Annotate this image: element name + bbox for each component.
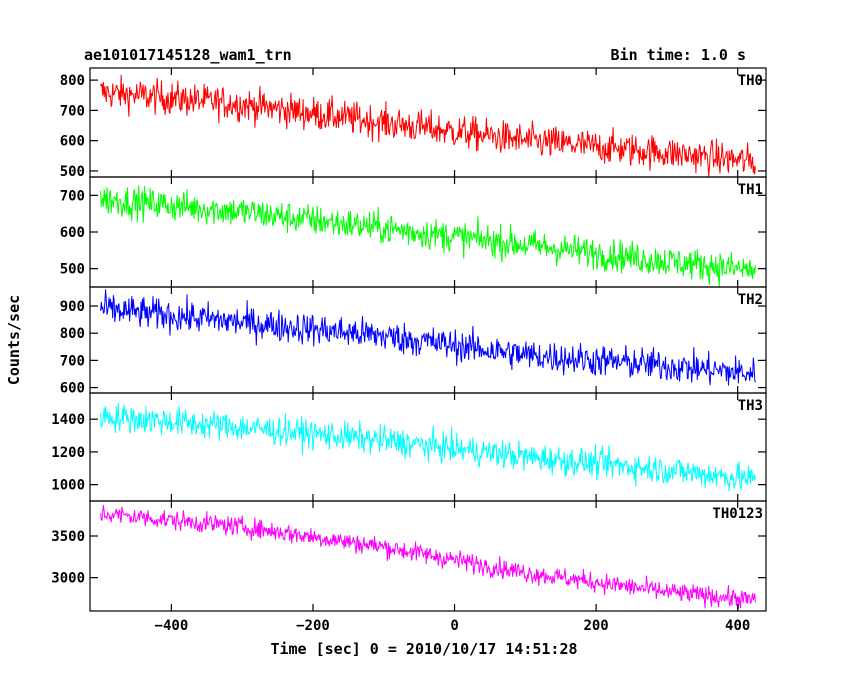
y-tick-label-th2: 700 — [60, 353, 85, 369]
panels-group: 500 600 700 800 TH0 500 600 700 TH1 600 700 800 900 T… — [51, 67, 767, 634]
y-tick-label-th0123: 3000 — [51, 571, 85, 587]
y-tick-label-th1: 700 — [60, 188, 85, 204]
x-tick-label: 200 — [583, 618, 608, 634]
series-line-th2 — [100, 289, 756, 386]
panel-label-th2: TH2 — [738, 292, 763, 308]
y-tick-label-th1: 500 — [60, 262, 85, 278]
panel-frame-th3 — [89, 392, 767, 502]
y-tick-label-th3: 1200 — [51, 445, 85, 461]
panel-label-th1: TH1 — [738, 182, 763, 198]
y-tick-label-th2: 900 — [60, 299, 85, 315]
y-tick-label-th2: 800 — [60, 326, 85, 342]
y-tick-label-th0: 700 — [60, 103, 85, 119]
chart-title: ae101017145128_wam1_trn — [84, 46, 292, 64]
y-tick-label-th0123: 3500 — [51, 529, 85, 545]
y-axis-label: Counts/sec — [5, 295, 23, 385]
series-line-th0123 — [100, 505, 756, 610]
y-tick-label-th0: 800 — [60, 73, 85, 89]
x-axis-label: Time [sec] 0 = 2010/10/17 14:51:28 — [270, 640, 577, 658]
panel-label-th0123: TH0123 — [712, 506, 763, 522]
x-tick-label: 400 — [725, 618, 750, 634]
y-tick-label-th3: 1400 — [51, 412, 85, 428]
series-line-th3 — [100, 402, 756, 492]
y-tick-label-th0: 600 — [60, 134, 85, 150]
bin-time-label: Bin time: 1.0 s — [611, 46, 746, 64]
y-tick-label-th0: 500 — [60, 164, 85, 180]
series-line-th0 — [100, 74, 756, 177]
series-line-th1 — [100, 185, 756, 287]
y-tick-label-th2: 600 — [60, 381, 85, 397]
x-tick-label: 0 — [450, 618, 458, 634]
panel-frame-th0123 — [89, 500, 767, 612]
x-tick-label: −200 — [296, 618, 330, 634]
y-tick-label-th1: 600 — [60, 225, 85, 241]
x-tick-label: −400 — [155, 618, 189, 634]
panel-frame-th1 — [89, 176, 767, 288]
panel-label-th3: TH3 — [738, 398, 763, 414]
y-tick-label-th3: 1000 — [51, 478, 85, 494]
panel-label-th0: TH0 — [738, 73, 763, 89]
